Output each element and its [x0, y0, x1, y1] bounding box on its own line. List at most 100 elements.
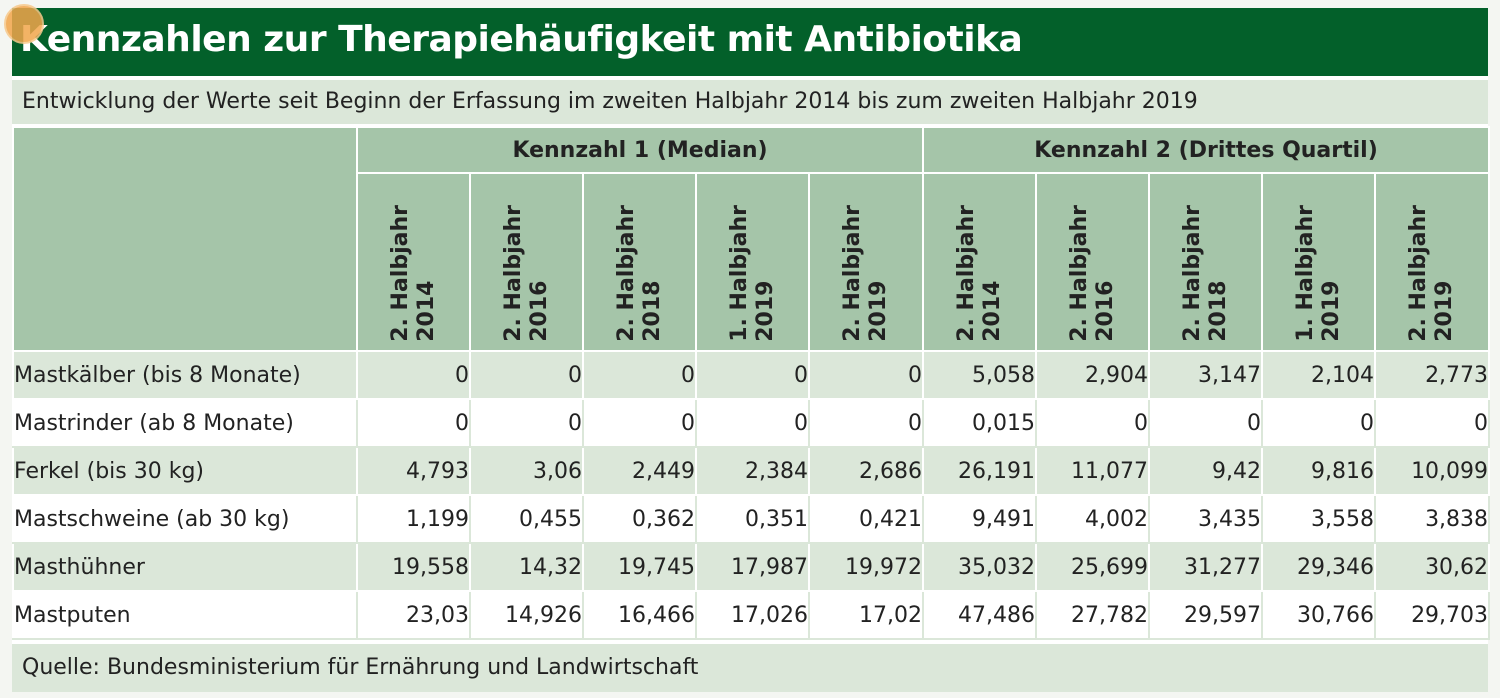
value-cell: 0,351 [695, 494, 810, 544]
period-label: 2. Halbjahr 2016 [1067, 205, 1119, 342]
value-cell: 0 [469, 398, 584, 448]
row-label: Mastputen [12, 590, 358, 640]
value-cell: 23,03 [356, 590, 471, 640]
period-header: 1. Halbjahr 2019 [695, 172, 810, 352]
period-header: 2. Halbjahr 2016 [469, 172, 584, 352]
period-line2: 2016 [526, 280, 552, 342]
value-cell: 4,793 [356, 446, 471, 496]
table-row: Mastrinder (ab 8 Monate) 0 0 0 0 0 0,015 0 0 0 0 [12, 398, 1491, 448]
period-line2: 2014 [413, 280, 439, 342]
table-row: Ferkel (bis 30 kg) 4,793 3,06 2,449 2,384 2,6… [12, 446, 1491, 496]
value-cell: 17,026 [695, 590, 810, 640]
period-label: 1. Halbjahr 2019 [1293, 205, 1345, 342]
period-label: 1. Halbjahr 2019 [727, 205, 779, 342]
value-cell: 0 [356, 398, 471, 448]
value-cell: 26,191 [922, 446, 1037, 496]
table-figure: Kennzahlen zur Therapiehäufigkeit mit An… [12, 8, 1491, 692]
value-cell: 30,766 [1261, 590, 1376, 640]
period-label: 2. Halbjahr 2018 [1180, 205, 1232, 342]
value-cell: 9,491 [922, 494, 1037, 544]
value-cell: 2,686 [808, 446, 924, 496]
value-cell: 29,597 [1148, 590, 1263, 640]
value-cell: 3,558 [1261, 494, 1376, 544]
value-cell: 0 [808, 398, 924, 448]
source-note: Quelle: Bundesministerium für Ernährung … [12, 644, 1488, 692]
period-header: 2. Halbjahr 2014 [356, 172, 471, 352]
group-header-1: Kennzahl 1 (Median) [356, 126, 924, 174]
value-cell: 16,466 [582, 590, 697, 640]
period-line1: 2. Halbjahr [387, 205, 413, 342]
value-cell: 31,277 [1148, 542, 1263, 592]
value-cell: 11,077 [1035, 446, 1150, 496]
period-line1: 2. Halbjahr [613, 205, 639, 342]
period-header: 2. Halbjahr 2019 [1373, 172, 1491, 352]
row-label: Ferkel (bis 30 kg) [12, 446, 358, 496]
period-label: 2. Halbjahr 2019 [1406, 205, 1458, 342]
period-line1: 1. Halbjahr [726, 205, 752, 342]
value-cell: 3,435 [1148, 494, 1263, 544]
period-header: 2. Halbjahr 2019 [808, 172, 924, 352]
period-header: 2. Halbjahr 2014 [922, 172, 1037, 352]
value-cell: 0,455 [469, 494, 584, 544]
period-header: 2. Halbjahr 2016 [1035, 172, 1150, 352]
value-cell: 9,42 [1148, 446, 1263, 496]
value-cell: 17,987 [695, 542, 810, 592]
period-line1: 2. Halbjahr [1179, 205, 1205, 342]
data-table: Kennzahl 1 (Median) Kennzahl 2 (Drittes … [12, 126, 1491, 640]
value-cell: 0 [1035, 398, 1150, 448]
value-cell: 2,104 [1261, 350, 1376, 400]
value-cell: 0 [1261, 398, 1376, 448]
value-cell: 3,838 [1373, 494, 1491, 544]
value-cell: 10,099 [1373, 446, 1491, 496]
period-line2: 2016 [1092, 280, 1118, 342]
page-title: Kennzahlen zur Therapiehäufigkeit mit An… [12, 8, 1488, 76]
value-cell: 0,362 [582, 494, 697, 544]
period-line1: 2. Halbjahr [500, 205, 526, 342]
period-header: 2. Halbjahr 2018 [582, 172, 697, 352]
value-cell: 2,449 [582, 446, 697, 496]
row-label: Mastkälber (bis 8 Monate) [12, 350, 358, 400]
period-line1: 2. Halbjahr [840, 205, 865, 342]
table-subtitle: Entwicklung der Werte seit Beginn der Er… [12, 80, 1488, 124]
period-line2: 2019 [866, 280, 891, 342]
period-label: 2. Halbjahr 2014 [954, 205, 1006, 342]
value-cell: 14,926 [469, 590, 584, 640]
period-line1: 2. Halbjahr [1066, 205, 1092, 342]
period-label: 2. Halbjahr 2016 [501, 205, 553, 342]
period-line2: 2019 [752, 280, 778, 342]
value-cell: 47,486 [922, 590, 1037, 640]
value-cell: 29,346 [1261, 542, 1376, 592]
group-header-2: Kennzahl 2 (Drittes Quartil) [921, 126, 1491, 174]
value-cell: 0 [695, 398, 810, 448]
row-label: Mastschweine (ab 30 kg) [12, 494, 358, 544]
value-cell: 3,06 [469, 446, 584, 496]
row-label: Mastrinder (ab 8 Monate) [12, 398, 358, 448]
value-cell: 3,147 [1148, 350, 1263, 400]
table-row: Masthühner 19,558 14,32 19,745 17,987 19,972 3… [12, 542, 1491, 592]
period-label: 2. Halbjahr 2018 [614, 205, 666, 342]
value-cell: 19,558 [356, 542, 471, 592]
value-cell: 2,384 [695, 446, 810, 496]
value-cell: 0 [1148, 398, 1263, 448]
period-header: 1. Halbjahr 2019 [1261, 172, 1376, 352]
value-cell: 27,782 [1035, 590, 1150, 640]
period-line2: 2019 [1318, 280, 1344, 342]
value-cell: 0 [469, 350, 584, 400]
value-cell: 30,62 [1373, 542, 1491, 592]
table-row: Mastputen 23,03 14,926 16,466 17,026 17,02 47,… [12, 590, 1491, 640]
value-cell: 35,032 [922, 542, 1037, 592]
value-cell: 0 [582, 350, 697, 400]
period-header: 2. Halbjahr 2018 [1148, 172, 1263, 352]
value-cell: 14,32 [469, 542, 584, 592]
value-cell: 5,058 [922, 350, 1037, 400]
value-cell: 0 [695, 350, 810, 400]
period-line1: 2. Halbjahr [1406, 205, 1432, 342]
indicator-dot-icon [4, 4, 44, 44]
value-cell: 19,745 [582, 542, 697, 592]
value-cell: 2,904 [1035, 350, 1150, 400]
corner-cell [12, 126, 358, 352]
value-cell: 29,703 [1373, 590, 1491, 640]
value-cell: 17,02 [808, 590, 924, 640]
period-label: 2. Halbjahr 2019 [840, 205, 892, 342]
value-cell: 2,773 [1373, 350, 1491, 400]
